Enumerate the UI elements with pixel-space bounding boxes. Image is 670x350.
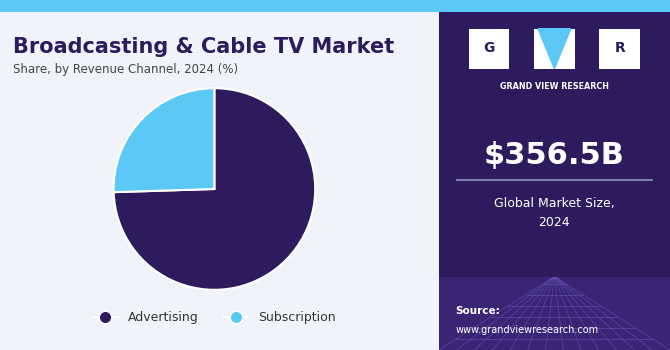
FancyBboxPatch shape: [468, 29, 509, 69]
Text: R: R: [614, 41, 625, 55]
Text: www.grandviewresearch.com: www.grandviewresearch.com: [456, 325, 599, 335]
Wedge shape: [114, 88, 315, 290]
Text: G: G: [483, 41, 494, 55]
Text: GRAND VIEW RESEARCH: GRAND VIEW RESEARCH: [500, 82, 609, 91]
Legend: Advertising, Subscription: Advertising, Subscription: [88, 306, 341, 329]
Wedge shape: [114, 88, 214, 192]
FancyBboxPatch shape: [534, 29, 575, 69]
FancyBboxPatch shape: [600, 29, 641, 69]
Text: $356.5B: $356.5B: [484, 141, 625, 170]
Text: Source:: Source:: [456, 306, 500, 316]
Polygon shape: [538, 29, 571, 69]
Text: V: V: [549, 41, 560, 55]
Text: Broadcasting & Cable TV Market: Broadcasting & Cable TV Market: [13, 37, 395, 57]
Text: Global Market Size,
2024: Global Market Size, 2024: [494, 197, 615, 230]
Text: Share, by Revenue Channel, 2024 (%): Share, by Revenue Channel, 2024 (%): [13, 63, 239, 76]
